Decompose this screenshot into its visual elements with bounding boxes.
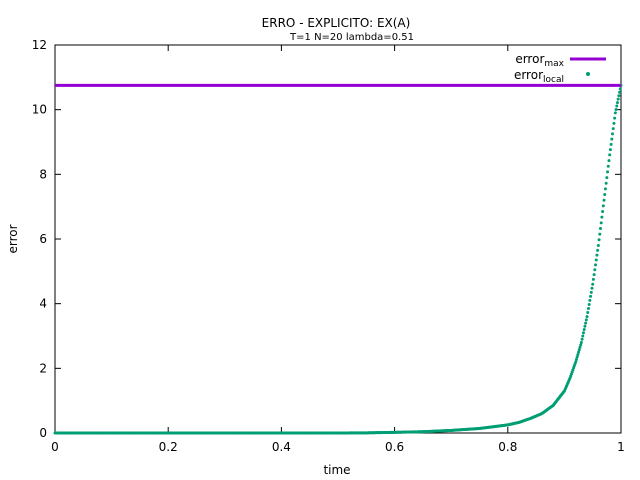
- y-tick-label: 4: [39, 297, 47, 311]
- error-local-point: [588, 298, 592, 302]
- error-local-point: [591, 282, 595, 286]
- error-local-point: [586, 307, 590, 311]
- y-axis-title: error: [6, 224, 20, 253]
- legend: errormax errorlocal: [514, 52, 606, 85]
- legend-label-max-main: error: [515, 52, 544, 66]
- y-tick-label: 8: [39, 167, 47, 181]
- error-local-point: [593, 268, 597, 272]
- error-local-point: [583, 324, 587, 328]
- error-local-point: [576, 353, 580, 357]
- error-local-point: [587, 302, 591, 306]
- error-local-point: [612, 121, 616, 125]
- x-axis: 0 0.2 0.4 0.6 0.8 1: [51, 45, 625, 454]
- error-local-point: [585, 315, 589, 319]
- error-local-point: [582, 328, 586, 332]
- series-layer: [53, 83, 623, 435]
- error-local-point: [580, 337, 584, 341]
- error-local-point: [608, 148, 612, 152]
- error-local-point: [579, 340, 583, 344]
- error-local-point: [617, 94, 621, 98]
- error-local-point: [615, 104, 619, 108]
- error-local-point: [613, 116, 617, 120]
- error-local-point: [615, 101, 619, 105]
- error-local-point: [611, 127, 615, 131]
- error-local-point: [575, 355, 579, 359]
- error-local-point: [577, 350, 581, 354]
- error-local-point: [574, 360, 578, 364]
- error-local-point: [603, 187, 607, 191]
- error-local-point: [616, 97, 620, 101]
- error-local-point: [610, 137, 614, 141]
- error-local-point: [609, 142, 613, 146]
- error-local-point: [574, 357, 578, 361]
- error-local-point: [598, 226, 602, 230]
- y-axis: 0 2 4 6 8 10 12: [32, 38, 621, 440]
- chart-subtitle: T=1 N=20 lambda=0.51: [289, 32, 414, 43]
- legend-item-local: errorlocal: [514, 68, 590, 85]
- x-tick-label: 0.4: [272, 440, 291, 454]
- error-local-point: [577, 348, 581, 352]
- error-local-point: [602, 198, 606, 202]
- error-local-point: [591, 277, 595, 281]
- x-tick-label: 1: [617, 440, 625, 454]
- x-tick-label: 0.2: [159, 440, 178, 454]
- error-local-point: [579, 343, 583, 347]
- error-local-point: [592, 273, 596, 277]
- error-local-point: [598, 232, 602, 236]
- error-local-point: [601, 204, 605, 208]
- error-local-point: [594, 263, 598, 267]
- error-local-point: [586, 311, 590, 315]
- error-local-point: [606, 164, 610, 168]
- legend-label-local-main: error: [514, 68, 543, 82]
- plot-area-border: [54, 44, 622, 434]
- y-tick-label: 6: [39, 232, 47, 246]
- error-local-point: [590, 286, 594, 290]
- error-local-point: [581, 334, 585, 338]
- y-tick-label: 2: [39, 361, 47, 375]
- error-local-point: [613, 111, 617, 115]
- error-local-point: [597, 238, 601, 242]
- error-local-point: [614, 107, 618, 111]
- x-tick-label: 0.6: [385, 440, 404, 454]
- y-tick-label: 0: [39, 426, 47, 440]
- x-tick-label: 0: [51, 440, 59, 454]
- y-tick-label: 10: [32, 103, 47, 117]
- legend-label-local-sub: local: [543, 75, 564, 85]
- error-local-point: [596, 243, 600, 247]
- error-local-point: [607, 159, 611, 163]
- error-local-point: [595, 253, 599, 257]
- error-local-point: [605, 176, 609, 180]
- error-local-point: [606, 170, 610, 174]
- chart-title: ERRO - EXPLICITO: EX(A): [262, 16, 411, 30]
- error-local-point: [608, 153, 612, 157]
- x-axis-title: time: [323, 463, 350, 477]
- error-local-point: [584, 321, 588, 325]
- error-local-point: [589, 290, 593, 294]
- y-tick-label: 12: [32, 38, 47, 52]
- error-local-point: [618, 87, 622, 91]
- error-local-point: [582, 331, 586, 335]
- error-local-point: [578, 345, 582, 349]
- error-local-point: [596, 248, 600, 252]
- error-local-point: [600, 215, 604, 219]
- error-local-point: [601, 210, 605, 214]
- error-local-point: [589, 294, 593, 298]
- legend-label-max: errormax: [515, 52, 564, 69]
- legend-swatch-local: [586, 72, 590, 76]
- legend-label-max-sub: max: [544, 59, 564, 69]
- error-local-point: [604, 181, 608, 185]
- legend-item-max: errormax: [515, 52, 606, 69]
- error-local-point: [584, 318, 588, 322]
- error-local-point: [594, 258, 598, 262]
- x-tick-label: 0.8: [498, 440, 517, 454]
- error-local-point: [611, 132, 615, 136]
- error-local-point: [618, 90, 622, 94]
- error-local-point: [599, 221, 603, 225]
- error-local-point: [603, 193, 607, 197]
- legend-label-local: errorlocal: [514, 68, 564, 85]
